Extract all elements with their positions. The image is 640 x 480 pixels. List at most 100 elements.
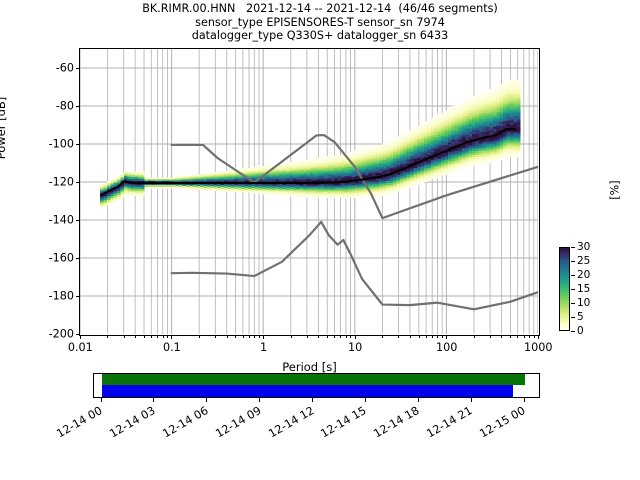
x-tick-mark [162,335,164,338]
x-tick-mark [157,335,159,338]
title-line-3: datalogger_type Q330S+ datalogger_sn 643… [191,29,449,43]
colorbar-tick-mark [571,260,575,262]
timeline-date-label: 12-14 09 [213,404,264,441]
x-tick-mark [167,335,169,338]
colorbar-tick-mark [571,246,575,248]
x-tick-mark [409,335,411,338]
x-tick-mark [473,335,475,338]
ppsd-density-cells [99,78,521,209]
ppsd-svg [80,49,538,334]
timeline-tick-mark [153,398,155,402]
x-tick-mark [242,335,244,338]
timeline-tick-mark [100,398,102,402]
y-tick-mark [75,105,80,107]
y-tick-label: -160 [48,251,74,265]
colorbar-tick-mark [571,288,575,290]
x-tick-label: 1000 [524,341,553,354]
x-tick-mark [334,335,336,338]
y-tick-mark [75,257,80,259]
timeline-tick-mark [206,398,208,402]
x-tick-mark [446,335,448,339]
y-tick-label: -80 [55,99,74,113]
y-tick-label: -60 [55,61,74,75]
colorbar [559,247,570,331]
x-tick-mark [398,335,400,338]
x-tick-mark [235,335,237,338]
timeline-date-label: 12-14 12 [265,404,316,441]
x-tick-mark [345,335,347,338]
ppsd-plot-area [79,48,540,336]
timeline-date-label: 12-14 21 [424,404,475,441]
x-tick-mark [425,335,427,338]
colorbar-unit-label: [%] [608,180,622,200]
x-tick-mark [226,335,228,338]
x-tick-mark [215,335,217,338]
y-tick-label: -140 [48,213,74,227]
x-tick-mark [134,335,136,338]
x-tick-mark [290,335,292,338]
timeline-date-label: 12-14 15 [318,404,369,441]
x-tick-mark [340,335,342,338]
page-title: BK.RIMR.00.HNN 2021-12-14 -- 2021-12-14 … [0,2,640,43]
colorbar-tick-label: 25 [577,255,591,267]
timeline-blue-bar [102,385,513,397]
x-tick-mark [528,335,530,338]
timeline-axes [93,373,540,398]
timeline-tick-mark [364,398,366,402]
y-tick-mark [75,219,80,221]
x-tick-mark [382,335,384,338]
x-tick-mark [437,335,439,338]
x-tick-mark [151,335,153,338]
x-tick-mark [107,335,109,338]
x-tick-mark [79,335,81,339]
colorbar-tick-mark [571,274,575,276]
x-tick-mark [501,335,503,338]
y-tick-label: -100 [48,137,74,151]
x-tick-label: 0.1 [162,341,181,354]
y-tick-mark [75,67,80,69]
y-tick-mark [75,143,80,145]
colorbar-tick-mark [571,330,575,332]
x-tick-mark [143,335,145,338]
x-tick-mark [517,335,519,338]
x-tick-mark [171,335,173,339]
x-tick-mark [263,335,264,339]
x-tick-label: 0.01 [67,341,93,354]
colorbar-tick-label: 15 [577,283,591,295]
y-tick-mark [75,295,80,297]
colorbar-tick-label: 5 [577,311,584,323]
colorbar-tick-label: 0 [577,325,584,337]
x-tick-mark [327,335,329,338]
x-tick-mark [523,335,525,338]
x-tick-mark [350,335,352,338]
x-tick-label: 10 [347,341,363,354]
timeline-date-label: 12-14 03 [107,404,158,441]
y-axis-ticks: -60 -80 -100 -120 -140 -160 -180 -200 [0,0,74,480]
colorbar-tick-label: 30 [577,241,591,253]
x-tick-mark [354,335,356,339]
colorbar-tick-mark [571,316,575,318]
colorbar-tick-label: 10 [577,297,591,309]
x-tick-mark [510,335,512,338]
timeline-tick-mark [312,398,313,402]
x-tick-mark [432,335,433,338]
median-psd-line [100,128,516,197]
timeline-green-bar [102,374,525,385]
timeline-date-label: 12-14 18 [371,404,422,441]
y-tick-label: -200 [48,327,74,341]
x-tick-label: 1 [259,341,268,354]
x-axis-label: Period [s] [282,360,337,374]
x-tick-mark [306,335,308,338]
noise-model-curves [170,133,538,311]
y-tick-mark [75,181,80,183]
x-tick-mark [442,335,443,338]
colorbar-tick-label: 20 [577,269,591,281]
x-tick-mark [248,335,250,338]
x-tick-mark [254,335,256,338]
x-tick-mark [537,335,539,339]
x-tick-mark [123,335,125,338]
timeline-date-label: 12-14 06 [160,404,211,441]
title-line-2: sensor_type EPISENSORES-T sensor_sn 7974 [195,15,445,29]
y-tick-mark [75,333,80,335]
colorbar-tick-mark [571,302,575,304]
